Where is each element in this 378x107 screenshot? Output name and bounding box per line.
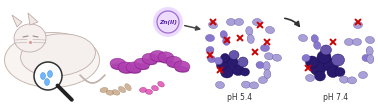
Ellipse shape [110, 58, 126, 69]
Circle shape [157, 11, 179, 33]
Polygon shape [28, 13, 38, 25]
Circle shape [34, 62, 62, 90]
Ellipse shape [142, 53, 158, 64]
Ellipse shape [135, 63, 149, 70]
Ellipse shape [265, 53, 274, 60]
Ellipse shape [45, 79, 50, 85]
Ellipse shape [150, 51, 166, 62]
Text: pH 5.4: pH 5.4 [228, 94, 253, 103]
Ellipse shape [263, 62, 270, 70]
Ellipse shape [366, 46, 373, 55]
Ellipse shape [353, 22, 363, 28]
Ellipse shape [362, 54, 370, 62]
Ellipse shape [317, 51, 331, 63]
Ellipse shape [327, 66, 339, 77]
Ellipse shape [151, 56, 165, 62]
Ellipse shape [240, 68, 249, 76]
Ellipse shape [119, 67, 133, 74]
Ellipse shape [143, 58, 157, 65]
Text: pH 7.4: pH 7.4 [324, 94, 349, 103]
Ellipse shape [249, 82, 259, 89]
Ellipse shape [367, 55, 374, 64]
Ellipse shape [229, 51, 239, 59]
Ellipse shape [242, 81, 251, 88]
Ellipse shape [226, 19, 235, 25]
Ellipse shape [127, 67, 141, 74]
Ellipse shape [206, 34, 214, 42]
Ellipse shape [146, 89, 152, 94]
Ellipse shape [139, 87, 147, 92]
Ellipse shape [167, 61, 181, 68]
Ellipse shape [335, 68, 345, 77]
Ellipse shape [158, 52, 174, 63]
Ellipse shape [100, 87, 108, 93]
Ellipse shape [206, 46, 214, 54]
Ellipse shape [215, 81, 225, 88]
Ellipse shape [220, 66, 234, 78]
Ellipse shape [358, 71, 367, 79]
Ellipse shape [48, 71, 53, 77]
Ellipse shape [174, 61, 190, 72]
Ellipse shape [112, 90, 120, 95]
Ellipse shape [40, 73, 45, 80]
Ellipse shape [353, 39, 361, 45]
Ellipse shape [299, 34, 307, 42]
Ellipse shape [305, 56, 319, 68]
Ellipse shape [209, 21, 217, 29]
Ellipse shape [111, 63, 125, 70]
Ellipse shape [247, 35, 254, 43]
Ellipse shape [158, 81, 164, 87]
Ellipse shape [344, 39, 353, 45]
Ellipse shape [226, 56, 238, 68]
Ellipse shape [126, 62, 142, 73]
Circle shape [153, 7, 183, 37]
Ellipse shape [134, 58, 150, 69]
Polygon shape [12, 15, 22, 27]
Ellipse shape [175, 66, 189, 73]
Ellipse shape [305, 74, 314, 82]
Ellipse shape [321, 45, 332, 55]
Ellipse shape [314, 41, 321, 49]
Text: Zn(II): Zn(II) [159, 19, 177, 25]
Ellipse shape [256, 62, 264, 68]
Ellipse shape [118, 62, 134, 73]
Ellipse shape [260, 45, 270, 51]
Ellipse shape [14, 24, 46, 52]
Ellipse shape [214, 57, 222, 64]
Ellipse shape [220, 54, 229, 62]
Ellipse shape [20, 34, 95, 76]
Ellipse shape [332, 54, 344, 66]
Ellipse shape [366, 36, 375, 44]
Ellipse shape [324, 58, 338, 72]
Ellipse shape [314, 71, 325, 81]
Ellipse shape [208, 56, 215, 63]
Ellipse shape [223, 37, 230, 45]
Ellipse shape [302, 54, 310, 62]
Ellipse shape [273, 54, 282, 61]
Ellipse shape [106, 90, 114, 95]
Ellipse shape [235, 19, 243, 25]
Ellipse shape [311, 35, 318, 43]
Ellipse shape [118, 86, 125, 93]
Ellipse shape [159, 57, 173, 64]
Ellipse shape [152, 85, 158, 91]
Ellipse shape [166, 56, 182, 67]
Ellipse shape [238, 57, 248, 67]
Ellipse shape [253, 19, 262, 25]
Ellipse shape [265, 26, 274, 33]
Ellipse shape [264, 70, 271, 79]
Ellipse shape [347, 77, 356, 84]
Ellipse shape [246, 27, 253, 36]
Ellipse shape [125, 84, 131, 91]
Ellipse shape [259, 77, 268, 83]
Ellipse shape [217, 60, 228, 70]
Ellipse shape [310, 60, 326, 76]
Ellipse shape [339, 76, 349, 83]
Ellipse shape [232, 65, 244, 76]
Ellipse shape [220, 31, 227, 39]
Ellipse shape [5, 33, 99, 88]
